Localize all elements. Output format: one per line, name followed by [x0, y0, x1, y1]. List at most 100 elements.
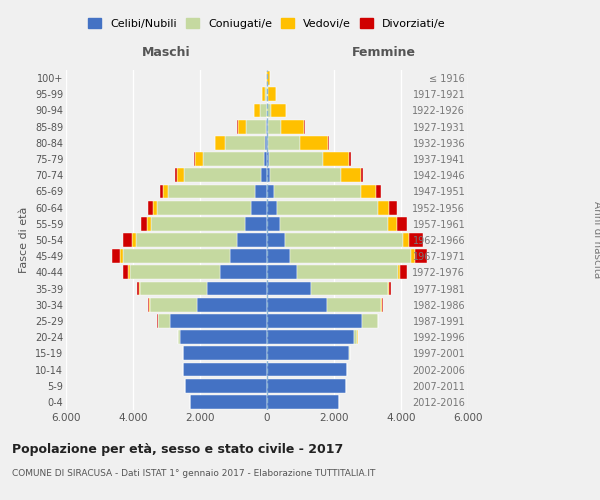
Bar [267, 314, 362, 328]
Bar [376, 184, 381, 198]
Bar [267, 200, 277, 214]
Bar [277, 200, 377, 214]
Bar [388, 282, 389, 296]
Bar [388, 217, 397, 230]
Bar [130, 266, 220, 280]
Bar [190, 395, 267, 409]
Legend: Celibi/Nubili, Coniugati/e, Vedovi/e, Divorziati/e: Celibi/Nubili, Coniugati/e, Vedovi/e, Di… [88, 18, 446, 28]
Bar [251, 200, 267, 214]
Bar [254, 104, 260, 118]
Bar [354, 330, 358, 344]
Bar [362, 314, 377, 328]
Text: Maschi: Maschi [142, 46, 191, 59]
Bar [123, 233, 133, 247]
Bar [160, 184, 163, 198]
Bar [268, 136, 300, 149]
Bar [168, 184, 255, 198]
Bar [267, 104, 271, 118]
Bar [178, 330, 180, 344]
Bar [238, 120, 246, 134]
Bar [268, 120, 281, 134]
Bar [148, 298, 149, 312]
Bar [230, 250, 267, 263]
Bar [245, 217, 267, 230]
Bar [267, 217, 280, 230]
Bar [381, 298, 382, 312]
Bar [311, 282, 388, 296]
Bar [262, 88, 265, 101]
Bar [163, 184, 168, 198]
Bar [267, 136, 268, 149]
Bar [397, 217, 407, 230]
Bar [170, 314, 267, 328]
Bar [260, 104, 266, 118]
Bar [150, 298, 197, 312]
Bar [400, 266, 407, 280]
Text: Anni di nascita: Anni di nascita [592, 202, 600, 278]
Bar [267, 395, 339, 409]
Bar [341, 168, 361, 182]
Bar [237, 233, 267, 247]
Bar [133, 233, 136, 247]
Bar [267, 184, 274, 198]
Bar [261, 168, 267, 182]
Bar [266, 120, 267, 134]
Bar [151, 217, 245, 230]
Bar [265, 136, 267, 149]
Bar [403, 233, 409, 247]
Text: Popolazione per età, sesso e stato civile - 2017: Popolazione per età, sesso e stato civil… [12, 442, 343, 456]
Bar [112, 250, 120, 263]
Bar [157, 200, 251, 214]
Bar [389, 200, 397, 214]
Bar [267, 330, 354, 344]
Bar [267, 71, 270, 85]
Bar [267, 266, 297, 280]
Bar [267, 379, 346, 392]
Bar [328, 298, 381, 312]
Bar [349, 152, 351, 166]
Bar [409, 233, 423, 247]
Bar [197, 298, 267, 312]
Bar [123, 250, 230, 263]
Bar [149, 298, 150, 312]
Bar [271, 168, 341, 182]
Bar [267, 362, 347, 376]
Bar [286, 233, 403, 247]
Bar [185, 379, 267, 392]
Bar [177, 168, 184, 182]
Bar [267, 282, 311, 296]
Bar [267, 298, 328, 312]
Bar [361, 168, 364, 182]
Bar [267, 88, 268, 101]
Bar [225, 136, 265, 149]
Bar [382, 298, 383, 312]
Bar [280, 217, 388, 230]
Bar [263, 152, 267, 166]
Bar [267, 250, 290, 263]
Bar [206, 282, 267, 296]
Bar [268, 88, 276, 101]
Y-axis label: Fasce di età: Fasce di età [19, 207, 29, 273]
Bar [153, 200, 157, 214]
Bar [183, 346, 267, 360]
Bar [328, 136, 329, 149]
Bar [377, 200, 389, 214]
Bar [267, 168, 271, 182]
Bar [148, 217, 151, 230]
Bar [180, 330, 267, 344]
Bar [148, 200, 153, 214]
Bar [398, 266, 400, 280]
Bar [158, 314, 170, 328]
Bar [269, 152, 323, 166]
Bar [300, 136, 328, 149]
Bar [139, 282, 140, 296]
Bar [323, 152, 349, 166]
Bar [120, 250, 123, 263]
Bar [194, 152, 195, 166]
Bar [246, 120, 266, 134]
Bar [128, 266, 130, 280]
Bar [255, 184, 267, 198]
Bar [122, 266, 128, 280]
Bar [215, 136, 225, 149]
Text: Femmine: Femmine [352, 46, 416, 59]
